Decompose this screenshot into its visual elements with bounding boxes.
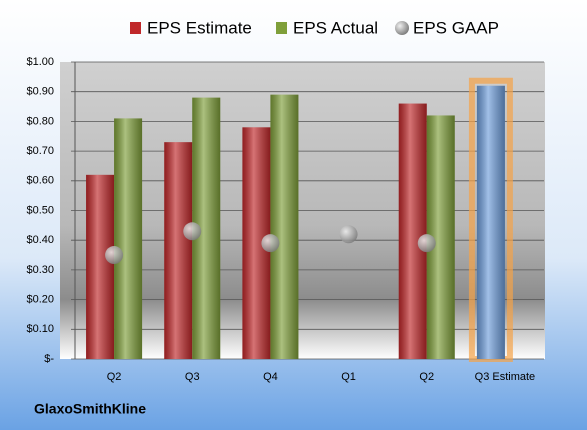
- legend-label: EPS Estimate: [147, 18, 252, 37]
- company-label: GlaxoSmithKline: [34, 401, 146, 417]
- gaap-marker: [339, 225, 358, 244]
- bar-shine: [86, 174, 115, 359]
- bar-shine: [398, 103, 427, 359]
- y-tick-label: $0.30: [26, 264, 54, 276]
- y-tick-label: $0.60: [26, 175, 54, 187]
- x-tick-label: Q3 Estimate: [475, 371, 536, 383]
- y-tick-label: $0.90: [26, 86, 54, 98]
- legend-label: EPS Actual: [293, 18, 378, 37]
- legend-marker: [130, 22, 141, 34]
- y-tick-label: $0.70: [26, 145, 54, 157]
- legend-label: EPS GAAP: [413, 18, 499, 37]
- x-tick-label: Q2: [419, 371, 434, 383]
- bar-shine: [114, 118, 143, 360]
- gaap-marker: [261, 234, 280, 253]
- bar-shine: [270, 94, 299, 360]
- bar-shine: [476, 85, 505, 359]
- y-tick-label: $0.80: [26, 115, 54, 127]
- y-tick-label: $-: [44, 353, 54, 365]
- y-tick-label: $0.20: [26, 294, 54, 306]
- legend-marker: [276, 22, 287, 34]
- gaap-marker: [417, 234, 436, 253]
- x-tick-label: Q3: [185, 371, 200, 383]
- bar-shine: [164, 142, 193, 359]
- x-tick-label: Q2: [107, 371, 122, 383]
- x-tick-label: Q4: [263, 371, 278, 383]
- y-tick-label: $0.10: [26, 323, 54, 335]
- y-tick-label: $1.00: [26, 56, 54, 68]
- y-tick-label: $0.50: [26, 204, 54, 216]
- gaap-marker: [105, 246, 124, 265]
- y-tick-label: $0.40: [26, 234, 54, 246]
- legend-marker: [395, 21, 409, 35]
- x-tick-label: Q1: [341, 371, 356, 383]
- gaap-marker: [183, 222, 202, 241]
